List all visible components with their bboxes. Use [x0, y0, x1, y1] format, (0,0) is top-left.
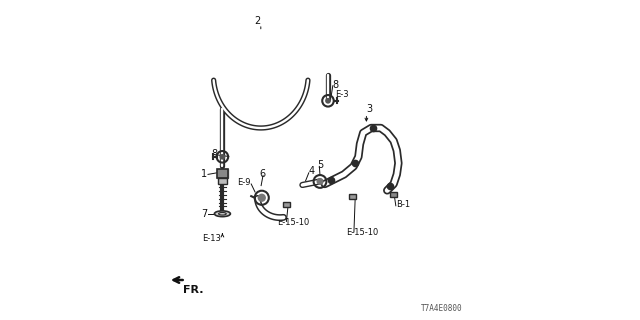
Text: 8: 8 [212, 148, 218, 159]
Circle shape [257, 194, 266, 202]
Circle shape [220, 154, 225, 160]
Text: E-15-10: E-15-10 [346, 228, 378, 237]
Circle shape [325, 98, 331, 104]
Text: E-3: E-3 [335, 90, 349, 99]
Circle shape [317, 178, 323, 185]
Text: 8: 8 [333, 80, 339, 90]
Bar [216, 169, 228, 178]
Bar [390, 192, 397, 197]
Text: T7A4E0800: T7A4E0800 [420, 304, 462, 313]
Text: E-13: E-13 [202, 234, 221, 243]
Text: FR.: FR. [183, 284, 204, 295]
Text: 3: 3 [366, 104, 372, 114]
Text: 7: 7 [201, 209, 207, 219]
Text: 6: 6 [259, 169, 266, 180]
Text: 2: 2 [255, 16, 260, 26]
Text: E-9: E-9 [237, 178, 250, 187]
Text: B-1: B-1 [396, 200, 410, 209]
Bar [218, 178, 227, 184]
Bar [349, 194, 356, 199]
Text: 4: 4 [309, 166, 315, 176]
Text: 1: 1 [201, 169, 207, 180]
Text: E-15-10: E-15-10 [277, 218, 309, 227]
Ellipse shape [214, 211, 230, 217]
Bar [283, 202, 290, 207]
FancyBboxPatch shape [216, 169, 228, 178]
Text: 5: 5 [317, 160, 324, 170]
